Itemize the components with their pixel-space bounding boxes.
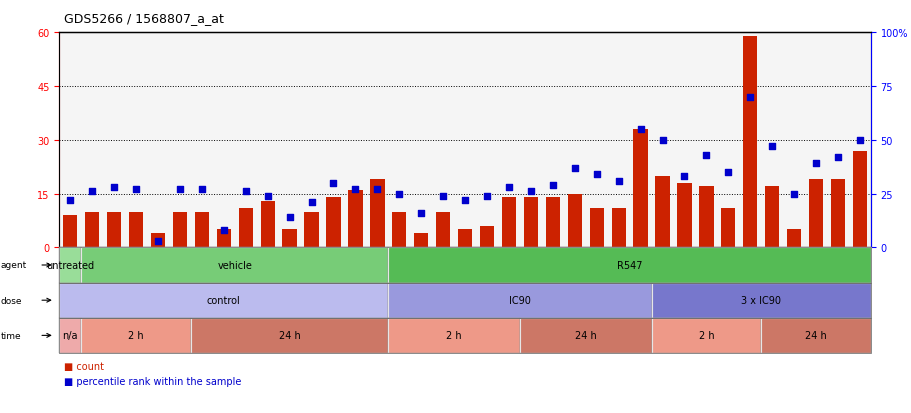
Point — [261, 193, 275, 199]
Bar — [742, 37, 757, 248]
Text: R547: R547 — [616, 260, 641, 271]
Point — [128, 187, 143, 193]
Point — [830, 154, 844, 161]
Bar — [721, 209, 734, 248]
Bar — [128, 212, 143, 248]
Text: vehicle: vehicle — [217, 260, 252, 271]
Bar — [633, 130, 647, 248]
Point — [479, 193, 494, 199]
Text: 3 x IC90: 3 x IC90 — [741, 295, 781, 306]
Point — [567, 165, 581, 172]
Bar — [326, 198, 340, 248]
Bar — [567, 194, 581, 248]
Bar — [414, 233, 428, 248]
Bar — [239, 209, 252, 248]
Bar — [217, 230, 230, 248]
Point — [808, 161, 823, 167]
Text: 24 h: 24 h — [574, 330, 596, 341]
Point — [216, 227, 230, 234]
Point — [654, 137, 669, 144]
Bar — [348, 190, 363, 248]
Bar — [655, 176, 669, 248]
Text: dose: dose — [1, 296, 23, 305]
Bar — [852, 151, 866, 248]
Text: GDS5266 / 1568807_a_at: GDS5266 / 1568807_a_at — [64, 12, 223, 25]
Point — [786, 191, 801, 197]
Point — [523, 189, 537, 195]
Text: IC90: IC90 — [508, 295, 530, 306]
Bar — [501, 198, 516, 248]
Bar — [786, 230, 801, 248]
Point — [414, 210, 428, 217]
Point — [699, 152, 713, 159]
Bar — [304, 212, 318, 248]
Point — [63, 197, 77, 204]
Point — [545, 182, 559, 189]
Bar — [392, 212, 406, 248]
Text: 24 h: 24 h — [279, 330, 300, 341]
Bar — [545, 198, 559, 248]
Point — [677, 173, 691, 180]
Point — [457, 197, 472, 204]
Point — [435, 193, 450, 199]
Bar — [261, 201, 274, 248]
Point — [238, 189, 252, 195]
Bar — [589, 209, 603, 248]
Point — [150, 238, 165, 244]
Bar — [523, 198, 537, 248]
Bar — [150, 233, 165, 248]
Point — [742, 94, 757, 101]
Bar — [808, 180, 823, 248]
Text: time: time — [1, 331, 22, 340]
Bar — [699, 187, 712, 248]
Point — [764, 144, 779, 150]
Bar — [370, 180, 384, 248]
Bar — [764, 187, 779, 248]
Text: 2 h: 2 h — [445, 330, 462, 341]
Point — [632, 126, 647, 133]
Bar — [677, 183, 691, 248]
Bar — [435, 212, 450, 248]
Bar — [457, 230, 472, 248]
Point — [85, 189, 99, 195]
Point — [721, 169, 735, 176]
Text: ■ percentile rank within the sample: ■ percentile rank within the sample — [64, 376, 241, 386]
Text: n/a: n/a — [63, 330, 78, 341]
Point — [304, 199, 319, 206]
Point — [194, 187, 209, 193]
Bar — [282, 230, 296, 248]
Bar — [479, 226, 494, 248]
Text: 24 h: 24 h — [804, 330, 826, 341]
Point — [370, 187, 384, 193]
Point — [589, 171, 603, 178]
Point — [501, 184, 516, 191]
Point — [392, 191, 406, 197]
Point — [326, 180, 341, 187]
Point — [172, 187, 187, 193]
Point — [107, 184, 121, 191]
Text: control: control — [207, 295, 241, 306]
Bar — [830, 180, 844, 248]
Bar — [172, 212, 187, 248]
Bar — [107, 212, 121, 248]
Text: 2 h: 2 h — [128, 330, 144, 341]
Point — [852, 137, 866, 144]
Bar — [195, 212, 209, 248]
Point — [348, 187, 363, 193]
Bar — [63, 216, 77, 248]
Text: untreated: untreated — [46, 260, 94, 271]
Point — [610, 178, 625, 185]
Text: 2 h: 2 h — [698, 330, 713, 341]
Text: agent: agent — [1, 261, 27, 270]
Text: ■ count: ■ count — [64, 361, 104, 371]
Bar — [85, 212, 99, 248]
Bar — [611, 209, 625, 248]
Point — [282, 214, 297, 221]
